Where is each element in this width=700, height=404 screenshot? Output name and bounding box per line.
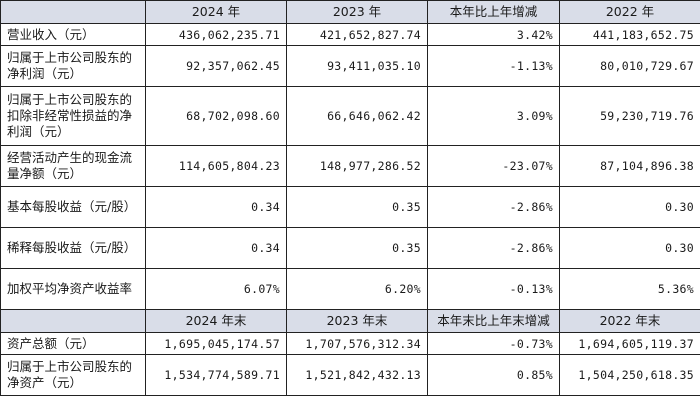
value-cell: 66,646,062.42 (286, 86, 428, 146)
header-row: 2024 年 2023 年本年比上年增减 2022 年 (0, 0, 700, 24)
column-header: 2022 年末 (559, 309, 700, 333)
row-label: 归属于上市公司股东的净利润（元） (0, 45, 146, 87)
table-row: 经营活动产生的现金流量净额（元） 114,605,804.23 148,977,28… (0, 145, 700, 187)
value-cell: 436,062,235.71 (145, 23, 287, 46)
header-blank-cell (0, 0, 146, 24)
value-cell: 93,411,035.10 (286, 45, 428, 87)
value-cell: 1,521,842,432.13 (286, 354, 428, 396)
value-cell: 5.36% (559, 268, 700, 310)
value-cell: 0.35 (286, 186, 428, 228)
row-label: 资产总额（元） (0, 332, 146, 355)
value-cell: 441,183,652.75 (559, 23, 700, 46)
row-label: 基本每股收益（元/股） (0, 186, 146, 228)
value-cell: 421,652,827.74 (286, 23, 428, 46)
column-header: 2024 年 (145, 0, 287, 24)
value-cell: 6.07% (145, 268, 287, 310)
value-cell: -0.73% (427, 332, 560, 355)
value-cell: 59,230,719.76 (559, 86, 700, 146)
column-header: 2024 年末 (145, 309, 287, 333)
table-row: 归属于上市公司股东的净资产（元） 1,534,774,589.71 1,521,84… (0, 354, 700, 396)
column-header: 本年末比上年末增减 (427, 309, 560, 333)
value-cell: 3.09% (427, 86, 560, 146)
value-cell: 80,010,729.67 (559, 45, 700, 87)
value-cell: -1.13% (427, 45, 560, 87)
value-cell: 68,702,098.60 (145, 86, 287, 146)
value-cell: 3.42% (427, 23, 560, 46)
value-cell: 1,694,605,119.37 (559, 332, 700, 355)
row-label: 营业收入（元） (0, 23, 146, 46)
row-label: 稀释每股收益（元/股） (0, 227, 146, 269)
value-cell: 0.30 (559, 186, 700, 228)
table-row: 归属于上市公司股东的扣除非经常性损益的净利润（元） 68,702,098.60 66… (0, 86, 700, 146)
row-label: 经营活动产生的现金流量净额（元） (0, 145, 146, 187)
value-cell: 0.34 (145, 227, 287, 269)
column-header: 本年比上年增减 (427, 0, 560, 24)
value-cell: 0.30 (559, 227, 700, 269)
row-label: 归属于上市公司股东的扣除非经常性损益的净利润（元） (0, 86, 146, 146)
column-header: 2022 年 (559, 0, 700, 24)
table-row: 营业收入（元） 436,062,235.71 421,652,827.74 3.42%… (0, 23, 700, 46)
value-cell: -2.86% (427, 227, 560, 269)
value-cell: 1,534,774,589.71 (145, 354, 287, 396)
header-row: 2024 年末 2023 年末 本年末比上年末增减 2022 年末 (0, 309, 700, 333)
value-cell: 1,707,576,312.34 (286, 332, 428, 355)
value-cell: 148,977,286.52 (286, 145, 428, 187)
column-header: 2023 年 (286, 0, 428, 24)
row-label: 归属于上市公司股东的净资产（元） (0, 354, 146, 396)
column-header: 2023 年末 (286, 309, 428, 333)
table-row: 稀释每股收益（元/股） 0.34 0.35 -2.86% 0.30 (0, 227, 700, 269)
value-cell: -23.07% (427, 145, 560, 187)
value-cell: -0.13% (427, 268, 560, 310)
table-row: 资产总额（元） 1,695,045,174.57 1,707,576,312.34-… (0, 332, 700, 355)
row-label: 加权平均净资产收益率 (0, 268, 146, 310)
table-row: 归属于上市公司股东的净利润（元） 92,357,062.45 93,411,035.… (0, 45, 700, 87)
value-cell: 1,504,250,618.35 (559, 354, 700, 396)
value-cell: 0.85% (427, 354, 560, 396)
value-cell: 1,695,045,174.57 (145, 332, 287, 355)
table-row: 加权平均净资产收益率 6.07% 6.20% -0.13% 5.36% (0, 268, 700, 310)
value-cell: 0.35 (286, 227, 428, 269)
value-cell: 114,605,804.23 (145, 145, 287, 187)
value-cell: 6.20% (286, 268, 428, 310)
value-cell: 0.34 (145, 186, 287, 228)
value-cell: 87,104,896.38 (559, 145, 700, 187)
value-cell: -2.86% (427, 186, 560, 228)
table-row: 基本每股收益（元/股） 0.34 0.35 -2.86% 0.30 (0, 186, 700, 228)
header-blank-cell (0, 309, 146, 333)
value-cell: 92,357,062.45 (145, 45, 287, 87)
